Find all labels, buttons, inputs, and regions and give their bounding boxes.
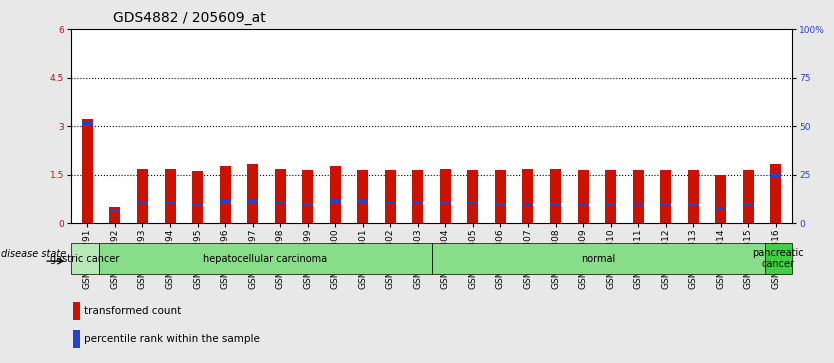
Bar	[302, 203, 314, 205]
Bar	[412, 201, 424, 204]
Bar	[302, 170, 314, 223]
Bar	[661, 170, 671, 223]
Bar	[633, 170, 644, 223]
Bar	[605, 203, 616, 205]
Bar	[274, 169, 286, 223]
Text: hepatocellular carcinoma: hepatocellular carcinoma	[203, 254, 327, 264]
Bar	[716, 207, 726, 209]
Bar	[577, 203, 589, 205]
Bar	[192, 171, 203, 223]
Bar	[98, 243, 432, 274]
Bar	[247, 200, 259, 203]
Bar	[274, 201, 286, 204]
Bar	[743, 203, 754, 205]
Bar	[137, 201, 148, 204]
Bar	[605, 170, 616, 223]
Bar	[550, 203, 561, 205]
Bar	[384, 201, 396, 204]
Bar	[82, 119, 93, 223]
Bar	[522, 203, 534, 205]
Bar	[412, 170, 424, 223]
Text: normal: normal	[581, 254, 615, 264]
Bar	[247, 164, 259, 223]
Bar	[384, 170, 396, 223]
Bar	[329, 200, 341, 203]
Bar	[71, 243, 98, 274]
Bar	[688, 203, 699, 205]
Bar	[137, 169, 148, 223]
Bar	[550, 169, 561, 223]
Bar	[661, 203, 671, 205]
Bar	[219, 200, 230, 203]
Bar	[765, 243, 792, 274]
Bar	[432, 243, 765, 274]
Text: GDS4882 / 205609_at: GDS4882 / 205609_at	[113, 11, 265, 25]
Bar	[73, 330, 80, 348]
Bar	[82, 122, 93, 125]
Bar	[771, 174, 781, 177]
Bar	[357, 170, 369, 223]
Bar	[495, 170, 506, 223]
Bar	[743, 170, 754, 223]
Text: gastric cancer: gastric cancer	[50, 254, 119, 264]
Bar	[688, 170, 699, 223]
Bar	[219, 166, 230, 223]
Bar	[164, 169, 175, 223]
Bar	[109, 207, 120, 223]
Bar	[577, 170, 589, 223]
Bar	[771, 164, 781, 223]
Bar	[467, 170, 479, 223]
Bar	[633, 203, 644, 205]
Text: percentile rank within the sample: percentile rank within the sample	[84, 334, 260, 344]
Bar	[495, 203, 506, 205]
Bar	[73, 302, 80, 320]
Bar	[192, 204, 203, 207]
Bar	[164, 201, 175, 204]
Text: disease state: disease state	[2, 249, 67, 259]
Bar	[109, 209, 120, 211]
Bar	[716, 175, 726, 223]
Text: transformed count: transformed count	[84, 306, 182, 316]
Bar	[440, 169, 451, 223]
Bar	[329, 166, 341, 223]
Text: pancreatic
cancer: pancreatic cancer	[752, 248, 804, 269]
Bar	[522, 169, 534, 223]
Bar	[440, 201, 451, 204]
Bar	[467, 201, 479, 204]
Bar	[357, 200, 369, 203]
